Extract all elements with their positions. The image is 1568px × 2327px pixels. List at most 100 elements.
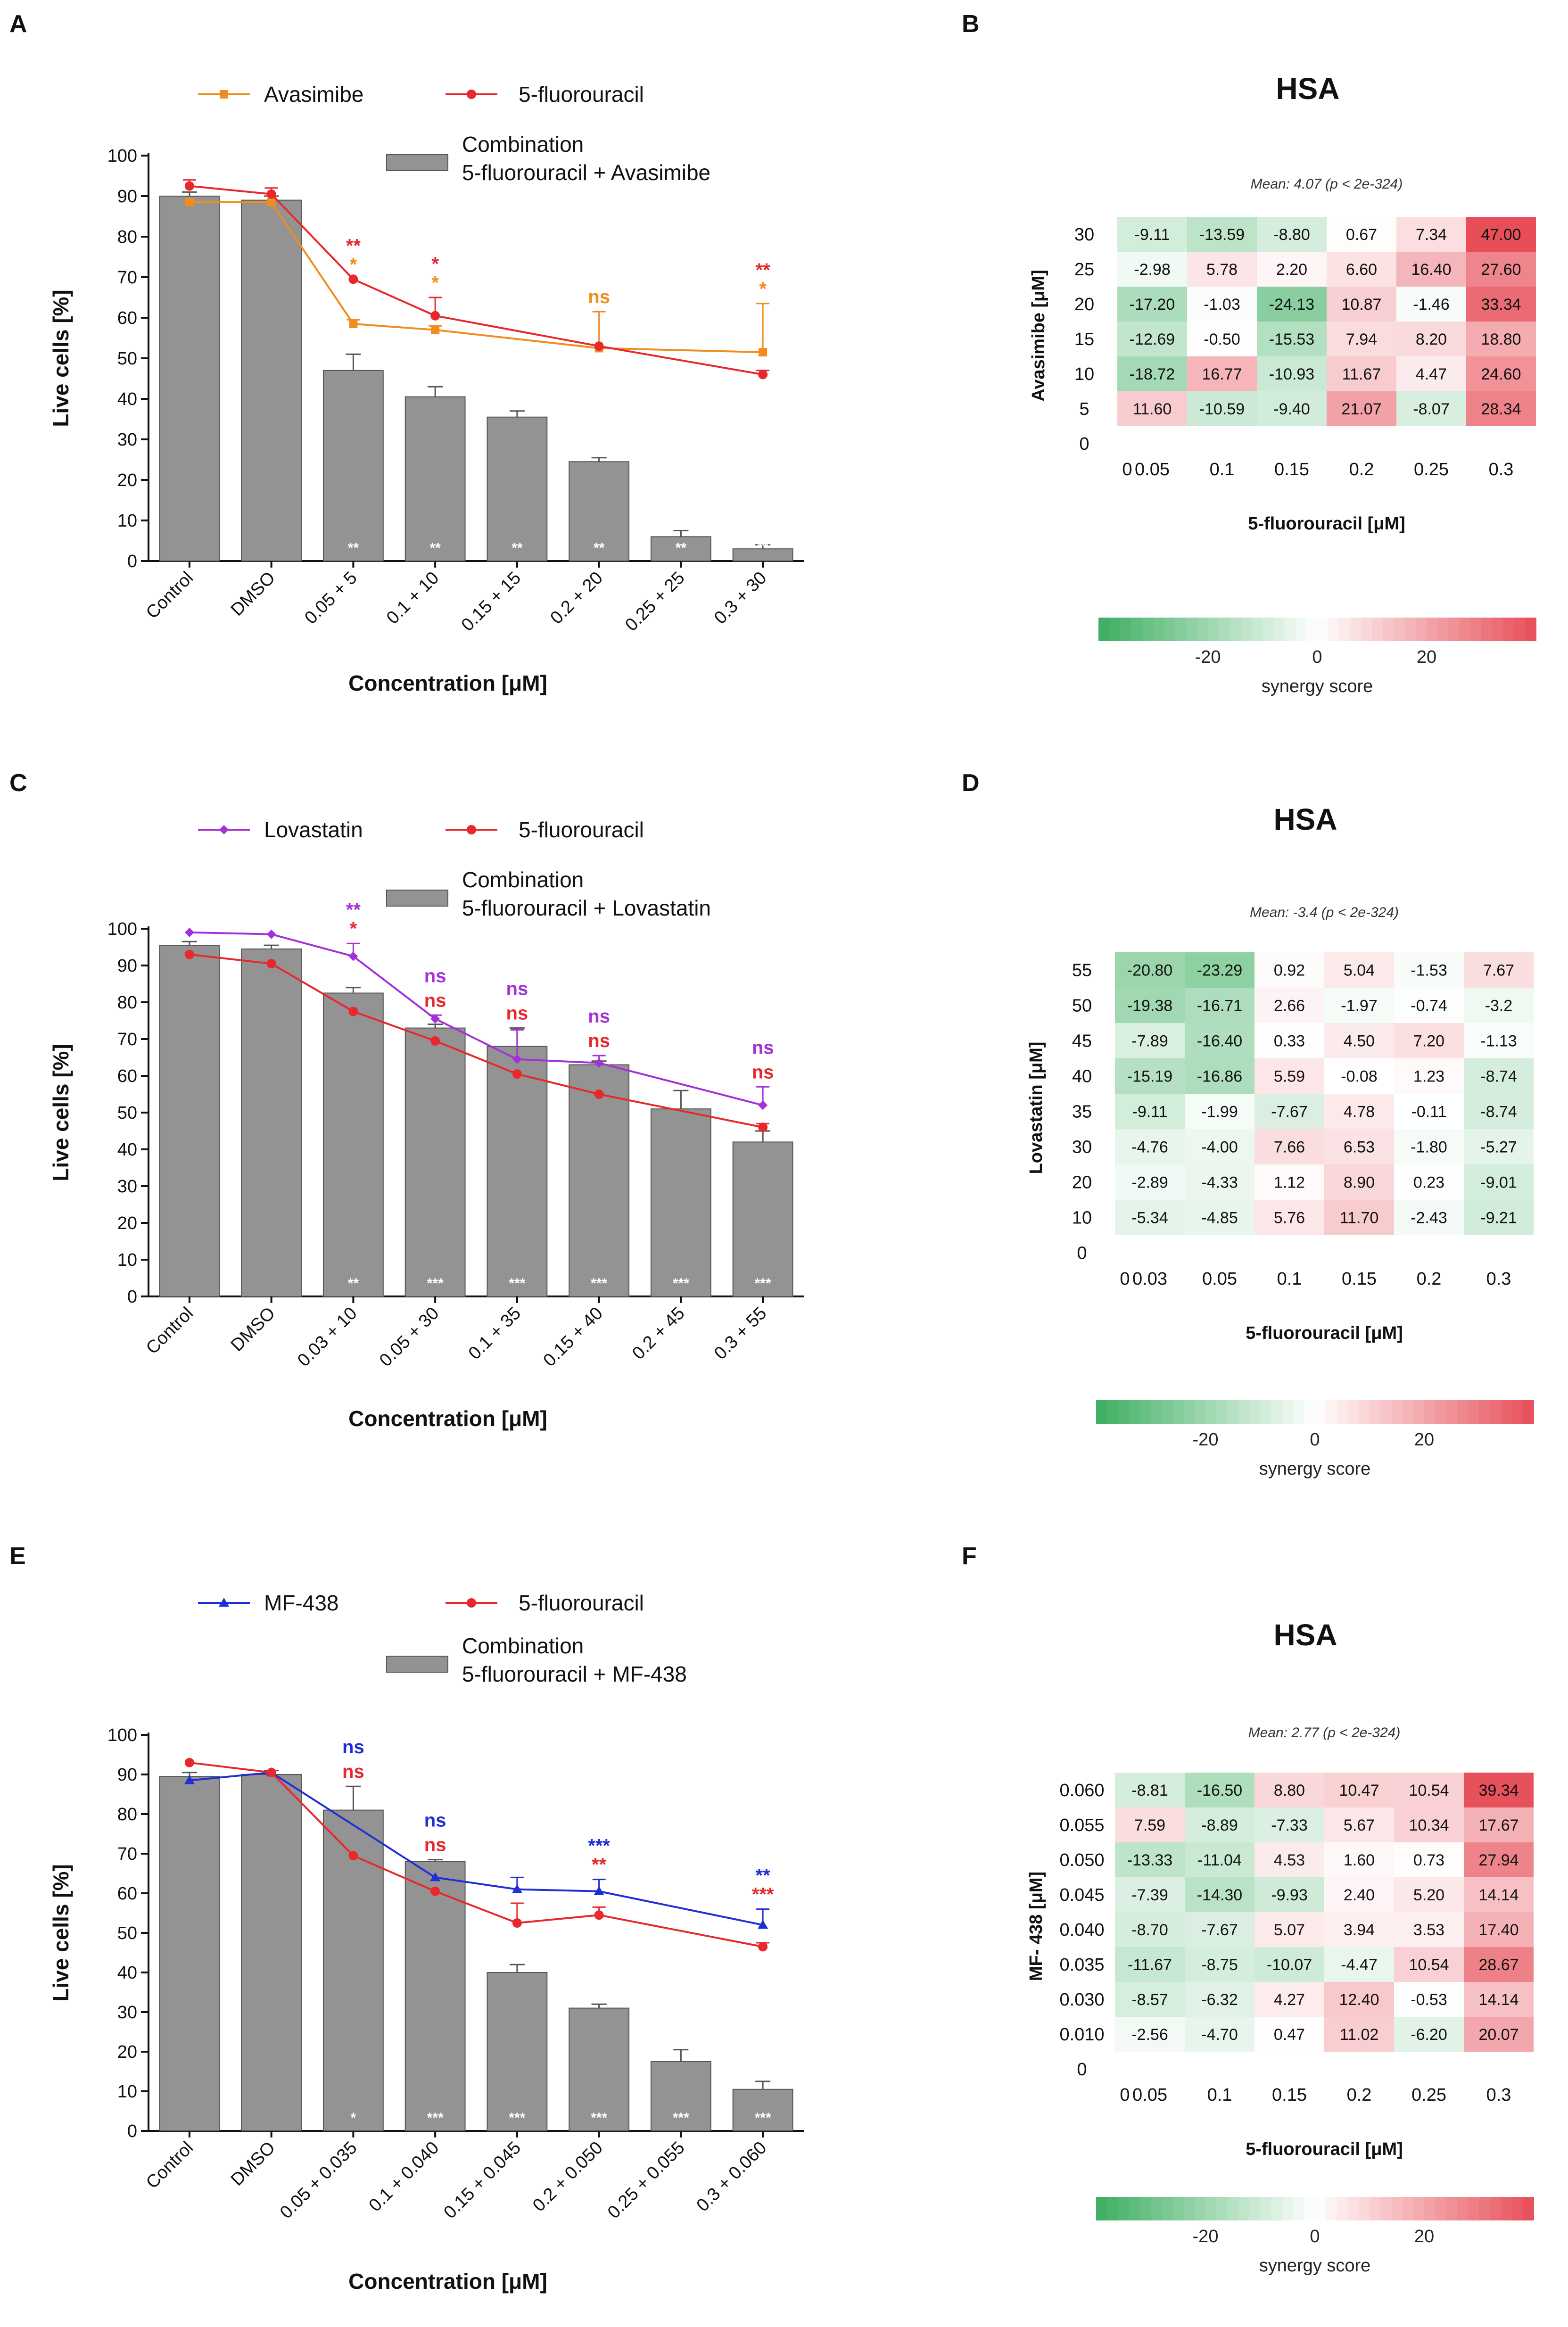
bar xyxy=(241,199,302,562)
y-tick-label: 100 xyxy=(107,146,137,166)
heatmap-cell xyxy=(1394,1877,1464,1912)
heatmap-cell xyxy=(1254,1912,1324,1947)
heatmap-cell xyxy=(1396,391,1466,426)
heatmap-x-tick: 0.05 xyxy=(1132,2085,1167,2105)
colorbar-segment xyxy=(1118,2197,1130,2220)
bar xyxy=(241,948,302,1297)
heatmap-cell xyxy=(1464,1947,1534,1982)
heatmap-cell xyxy=(1115,1982,1185,2017)
heatmap-cell-value: -0.11 xyxy=(1411,1103,1447,1121)
heatmap-cell xyxy=(1117,391,1187,426)
colorbar-segment xyxy=(1337,2197,1348,2220)
heatmap-cell-value: -0.50 xyxy=(1204,330,1240,348)
heatmap-cell xyxy=(1254,988,1324,1023)
heatmap-y-tick: 55 xyxy=(1072,961,1092,981)
heatmap-cell-value: -4.70 xyxy=(1201,2026,1238,2044)
bar xyxy=(404,1027,466,1297)
x-tick-label: 0.15 + 0.045 xyxy=(440,2138,525,2223)
heatmap-x-tick: 0.25 xyxy=(1411,2085,1446,2105)
bar-significance: ** xyxy=(348,1276,359,1291)
heatmap-x-tick: 0.2 xyxy=(1347,2085,1372,2105)
legend-label: 5-fluorouracil xyxy=(519,817,644,842)
heatmap-cell xyxy=(1394,1200,1464,1235)
significance-label: * xyxy=(431,272,439,293)
colorbar-segment xyxy=(1164,618,1176,641)
heatmap-cell xyxy=(1327,391,1396,426)
bar-significance: *** xyxy=(591,2110,607,2126)
colorbar-segment xyxy=(1153,618,1165,641)
heatmap-x-tick: 0.25 xyxy=(1414,460,1449,479)
heatmap-x-title: 5-fluorouracil [μM] xyxy=(1246,2139,1403,2159)
heatmap-cell-value: -0.74 xyxy=(1411,997,1447,1015)
heatmap-cell-value: -2.98 xyxy=(1134,261,1171,279)
heatmap-cell-value: -6.20 xyxy=(1411,2026,1447,2044)
heatmap-cell-value: -14.30 xyxy=(1197,1886,1242,1904)
heatmap-cell-value: -1.46 xyxy=(1413,296,1450,314)
heatmap-cell xyxy=(1117,217,1187,252)
colorbar-segment xyxy=(1457,1400,1469,1424)
heatmap-cell xyxy=(1324,1023,1394,1058)
significance-label: * xyxy=(350,918,357,939)
heatmap-cell xyxy=(1464,1094,1534,1129)
legend-label: Combination xyxy=(462,132,584,157)
heatmap-y-tick: 0 xyxy=(1079,434,1089,454)
series-line xyxy=(189,185,763,376)
heatmap-cell xyxy=(1464,1807,1534,1842)
heatmap-x-title: 5-fluorouracil [μM] xyxy=(1248,514,1405,534)
legend-label: 5-fluorouracil xyxy=(519,82,644,107)
colorbar-segment xyxy=(1380,1400,1392,1424)
heatmap-cell xyxy=(1117,252,1187,287)
heatmap-cell-value: 16.77 xyxy=(1202,365,1242,383)
heatmap-cell xyxy=(1464,2017,1534,2052)
y-tick-label: 10 xyxy=(117,1250,137,1270)
heatmap-cell-value: -4.47 xyxy=(1341,1956,1378,1974)
heatmap-cell-value: -9.11 xyxy=(1132,1103,1168,1121)
heatmap-y-title: Avasimibe [μM] xyxy=(1029,270,1048,401)
significance-label: ns xyxy=(588,287,610,307)
heatmap-cell xyxy=(1394,952,1464,988)
heatmap-cell xyxy=(1466,217,1536,252)
heatmap-cell-value: -0.53 xyxy=(1411,1991,1447,2009)
heatmap-cell xyxy=(1394,1947,1464,1982)
colorbar-segment xyxy=(1295,618,1307,641)
heatmap-cell-value: 12.40 xyxy=(1339,1991,1379,2009)
panel-label: C xyxy=(9,769,27,797)
panel-label: E xyxy=(9,1543,26,1570)
y-tick-label: 60 xyxy=(117,308,137,328)
heatmap-cell-value: -8.07 xyxy=(1413,400,1450,418)
colorbar-segment xyxy=(1315,1400,1327,1424)
heatmap-cell xyxy=(1117,356,1187,391)
heatmap-cell-value: -8.75 xyxy=(1201,1956,1238,1974)
legend-marker xyxy=(467,825,476,834)
heatmap-cell xyxy=(1115,1023,1185,1058)
x-tick-label: 0.05 + 0.035 xyxy=(276,2138,361,2223)
heatmap-cell xyxy=(1394,1058,1464,1094)
heatmap-cell-value: -7.89 xyxy=(1131,1032,1168,1050)
colorbar-segment xyxy=(1503,618,1515,641)
colorbar-segment xyxy=(1328,618,1340,641)
heatmap-cell-value: 7.67 xyxy=(1483,962,1514,980)
significance-label: ** xyxy=(346,235,361,256)
colorbar-segment xyxy=(1468,1400,1479,1424)
colorbar-segment xyxy=(1457,2197,1469,2220)
x-tick-label: Control xyxy=(142,2138,197,2193)
significance-label: ns xyxy=(588,1006,610,1027)
x-tick-label: 0.05 + 5 xyxy=(301,568,361,628)
heatmap-cell-value: 7.59 xyxy=(1134,1816,1165,1834)
heatmap-cell-value: 10.34 xyxy=(1409,1816,1449,1834)
heatmap-cell-value: 28.34 xyxy=(1481,400,1521,418)
heatmap-y-tick: 35 xyxy=(1072,1102,1092,1122)
colorbar-segment xyxy=(1514,618,1526,641)
heatmap-cell-value: 4.78 xyxy=(1344,1103,1375,1121)
bar-significance: *** xyxy=(591,1276,607,1291)
bar xyxy=(322,992,384,1297)
colorbar-segment xyxy=(1394,618,1405,641)
data-point xyxy=(348,951,358,961)
heatmap-cell-value: -17.20 xyxy=(1130,296,1175,314)
heatmap-cell-value: -16.50 xyxy=(1197,1782,1242,1799)
heatmap-cell-value: 10.47 xyxy=(1339,1782,1379,1799)
colorbar-segment xyxy=(1424,2197,1436,2220)
heatmap-cell-value: -8.74 xyxy=(1480,1103,1517,1121)
heatmap-cell-value: 3.53 xyxy=(1413,1921,1444,1939)
